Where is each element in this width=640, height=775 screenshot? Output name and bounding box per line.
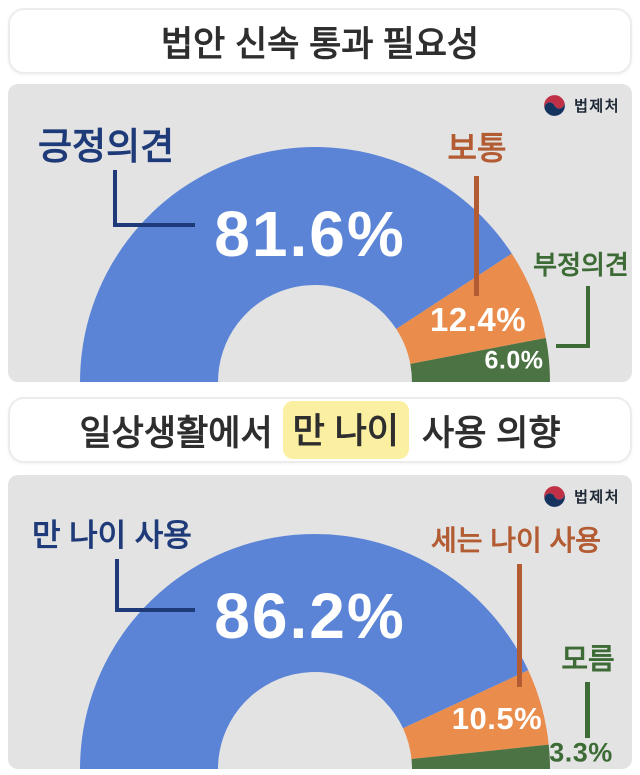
connector-use-counting-age [517, 564, 522, 687]
value-dont-know: 3.3% [549, 737, 613, 768]
government-emblem-icon [544, 95, 565, 116]
section2-title-card: 일상생활에서 만 나이 사용 의향 [8, 397, 632, 463]
section1-chart-panel: 법제처 긍정의견 81.6% 보통 12.4% 부정의견 6.0% [8, 84, 632, 382]
section1-title-card: 법안 신속 통과 필요성 [8, 8, 632, 74]
agency-logo: 법제처 [542, 484, 620, 509]
section2-title-bold: 사용 의향 [422, 413, 561, 453]
value-positive-opinion: 81.6% [214, 198, 406, 270]
connector-use-man-nai [115, 559, 195, 612]
label-dont-know: 모름 [561, 644, 615, 676]
label-use-man-nai: 만 나이 사용 [32, 518, 192, 553]
section1-title-bold: 필요성 [382, 24, 480, 64]
label-negative-opinion: 부정의견 [533, 250, 629, 280]
value-use-counting-age: 10.5% [451, 701, 543, 736]
connector-dont-know [585, 682, 590, 738]
value-neutral: 12.4% [429, 301, 527, 338]
government-emblem-icon [544, 486, 565, 507]
label-use-counting-age: 세는 나이 사용 [430, 525, 602, 556]
section2-title-highlight: 만 나이 [282, 401, 409, 459]
donut-segment-0 [80, 147, 512, 382]
agency-name: 법제처 [574, 98, 620, 115]
section2-title-regular: 일상생활에서 [79, 413, 273, 453]
agency-logo: 법제처 [542, 93, 620, 118]
donut-segment-2 [411, 744, 550, 769]
connector-positive [113, 170, 195, 227]
value-use-man-nai: 86.2% [214, 580, 406, 652]
connector-negative [556, 286, 590, 348]
value-negative-opinion: 6.0% [484, 346, 544, 375]
agency-name: 법제처 [574, 489, 620, 506]
label-positive-opinion: 긍정의견 [38, 126, 175, 167]
half-donut-chart-age-usage [80, 533, 550, 769]
donut-segment-2 [410, 337, 550, 382]
section2-chart-panel: 법제처 만 나이 사용 86.2% 세는 나이 사용 10.5% 모름 3.3% [8, 475, 632, 769]
donut-segment-1 [396, 253, 546, 364]
donut-segment-1 [403, 670, 549, 759]
half-donut-chart-bill-passage [80, 147, 550, 382]
connector-neutral [474, 176, 479, 296]
section1-title-regular: 법안 신속 통과 [160, 24, 374, 64]
donut-segment-0 [80, 533, 529, 769]
label-neutral: 보통 [447, 130, 507, 166]
